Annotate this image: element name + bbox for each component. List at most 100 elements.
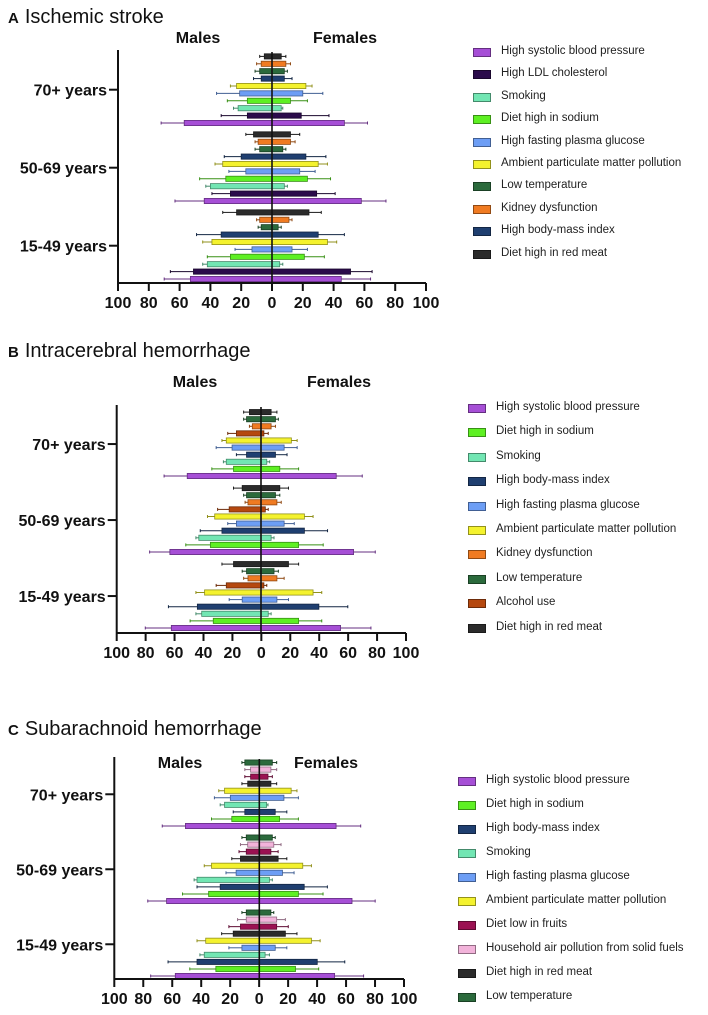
legend-label: Diet low in fruits (486, 918, 568, 930)
male-bar-lowtemp (244, 759, 260, 766)
female-bar-smoking (271, 261, 281, 268)
male-bar-household (245, 916, 260, 923)
x-tick-label: 80 (140, 295, 158, 312)
female-bar-fpg (271, 168, 301, 175)
male-bar-bmi (219, 883, 260, 890)
legend-swatch (458, 969, 476, 978)
male-bar-alcohol (228, 506, 262, 513)
male-bar-pm (204, 589, 262, 596)
x-tick-label: 60 (339, 645, 357, 662)
legend-label: Smoking (496, 449, 541, 462)
x-tick-label: 20 (279, 991, 297, 1008)
male-bar-lowtemp (245, 834, 260, 841)
female-bar-smoking (260, 458, 268, 465)
female-bar-kidney (260, 499, 278, 506)
x-tick-label: 100 (413, 295, 440, 312)
male-bar-pm (236, 83, 273, 90)
males-label: Males (157, 755, 203, 772)
female-bar-sodium (271, 175, 308, 182)
x-tick-label: 80 (368, 645, 386, 662)
y-tick-label: 50-69 years (19, 513, 106, 530)
female-bar-sbp (271, 197, 362, 204)
female-bar-sodium (271, 97, 291, 104)
male-bar-fpg (235, 869, 260, 876)
male-bar-fpg (229, 794, 260, 801)
male-bar-pm (205, 937, 260, 944)
male-bar-redmeat (232, 930, 260, 937)
legend-swatch (468, 428, 486, 438)
legend-swatch (468, 501, 486, 511)
female-bar-household (258, 841, 275, 848)
legend-swatch (468, 623, 486, 633)
female-bar-smoking (260, 534, 272, 541)
legend-label: High body-mass index (501, 224, 615, 237)
y-tick-label: 15-49 years (19, 589, 106, 606)
legend-swatch (473, 115, 491, 125)
female-bar-sbp (260, 472, 337, 479)
legend-label: High fasting plasma glucose (496, 498, 640, 511)
male-bar-pm (225, 437, 262, 444)
legend-label: High fasting plasma glucose (501, 134, 645, 147)
x-tick-label: 80 (134, 991, 152, 1008)
male-bar-pm (214, 513, 262, 520)
male-bar-pm (222, 160, 273, 167)
legend-label: Low temperature (501, 179, 588, 192)
male-bar-fruits (250, 773, 260, 780)
legend-swatch (458, 801, 476, 810)
male-bar-sbp (183, 120, 273, 127)
female-bar-sodium (258, 815, 280, 822)
male-bar-fpg (241, 944, 260, 951)
female-bar-ldl (271, 268, 351, 275)
legend-swatch (473, 227, 491, 237)
male-bar-bmi (244, 808, 260, 815)
male-bar-kidney (247, 499, 262, 506)
panel-letter: A (8, 10, 19, 27)
x-tick-label: 100 (393, 645, 420, 662)
female-bar-fpg (258, 794, 285, 801)
male-bar-redmeat (233, 561, 262, 568)
female-bar-fruits (258, 773, 269, 780)
female-bar-redmeat (260, 485, 281, 492)
male-bar-kidney (260, 60, 273, 67)
legend-swatch (458, 873, 476, 882)
female-bar-bmi (260, 527, 305, 534)
legend-label: High systolic blood pressure (486, 774, 630, 786)
male-bar-sodium (246, 97, 273, 104)
legend-label: Diet high in red meat (501, 246, 608, 259)
female-bar-ldl (271, 190, 318, 197)
x-tick-label: 60 (163, 991, 181, 1008)
y-tick-label: 50-69 years (16, 862, 103, 879)
female-bar-fpg (271, 246, 293, 253)
y-tick-label: 50-69 years (20, 161, 107, 178)
female-bar-sbp (258, 898, 353, 905)
female-bar-fpg (260, 596, 278, 603)
female-bar-smoking (271, 105, 282, 112)
male-bar-kidney (257, 138, 273, 145)
legend-swatch (458, 849, 476, 858)
legend-label: Diet high in red meat (496, 620, 603, 633)
male-bar-alcohol (236, 430, 262, 437)
female-bar-kidney (260, 575, 278, 582)
x-tick-label: 40 (308, 991, 326, 1008)
female-bar-kidney (260, 423, 272, 430)
female-bar-redmeat (271, 209, 310, 216)
female-bar-sbp (258, 823, 337, 830)
male-bar-ldl (193, 268, 273, 275)
male-bar-lowtemp (245, 909, 260, 916)
female-bar-lowtemp (271, 146, 284, 153)
legend-label: Diet high in sodium (486, 798, 584, 810)
female-bar-lowtemp (258, 759, 273, 766)
legend-swatch (468, 599, 486, 609)
legend-swatch (468, 550, 486, 560)
x-tick-label: 40 (325, 295, 343, 312)
male-bar-redmeat (240, 855, 260, 862)
male-bar-sbp (170, 625, 262, 632)
x-tick-label: 40 (310, 645, 328, 662)
y-tick-label: 15-49 years (16, 937, 103, 954)
female-bar-sodium (260, 541, 300, 548)
legend-label: Diet high in red meat (486, 966, 593, 978)
male-bar-fruits (240, 923, 260, 930)
female-bar-pm (271, 238, 328, 245)
male-bar-fpg (231, 444, 262, 451)
x-tick-label: 100 (101, 991, 128, 1008)
